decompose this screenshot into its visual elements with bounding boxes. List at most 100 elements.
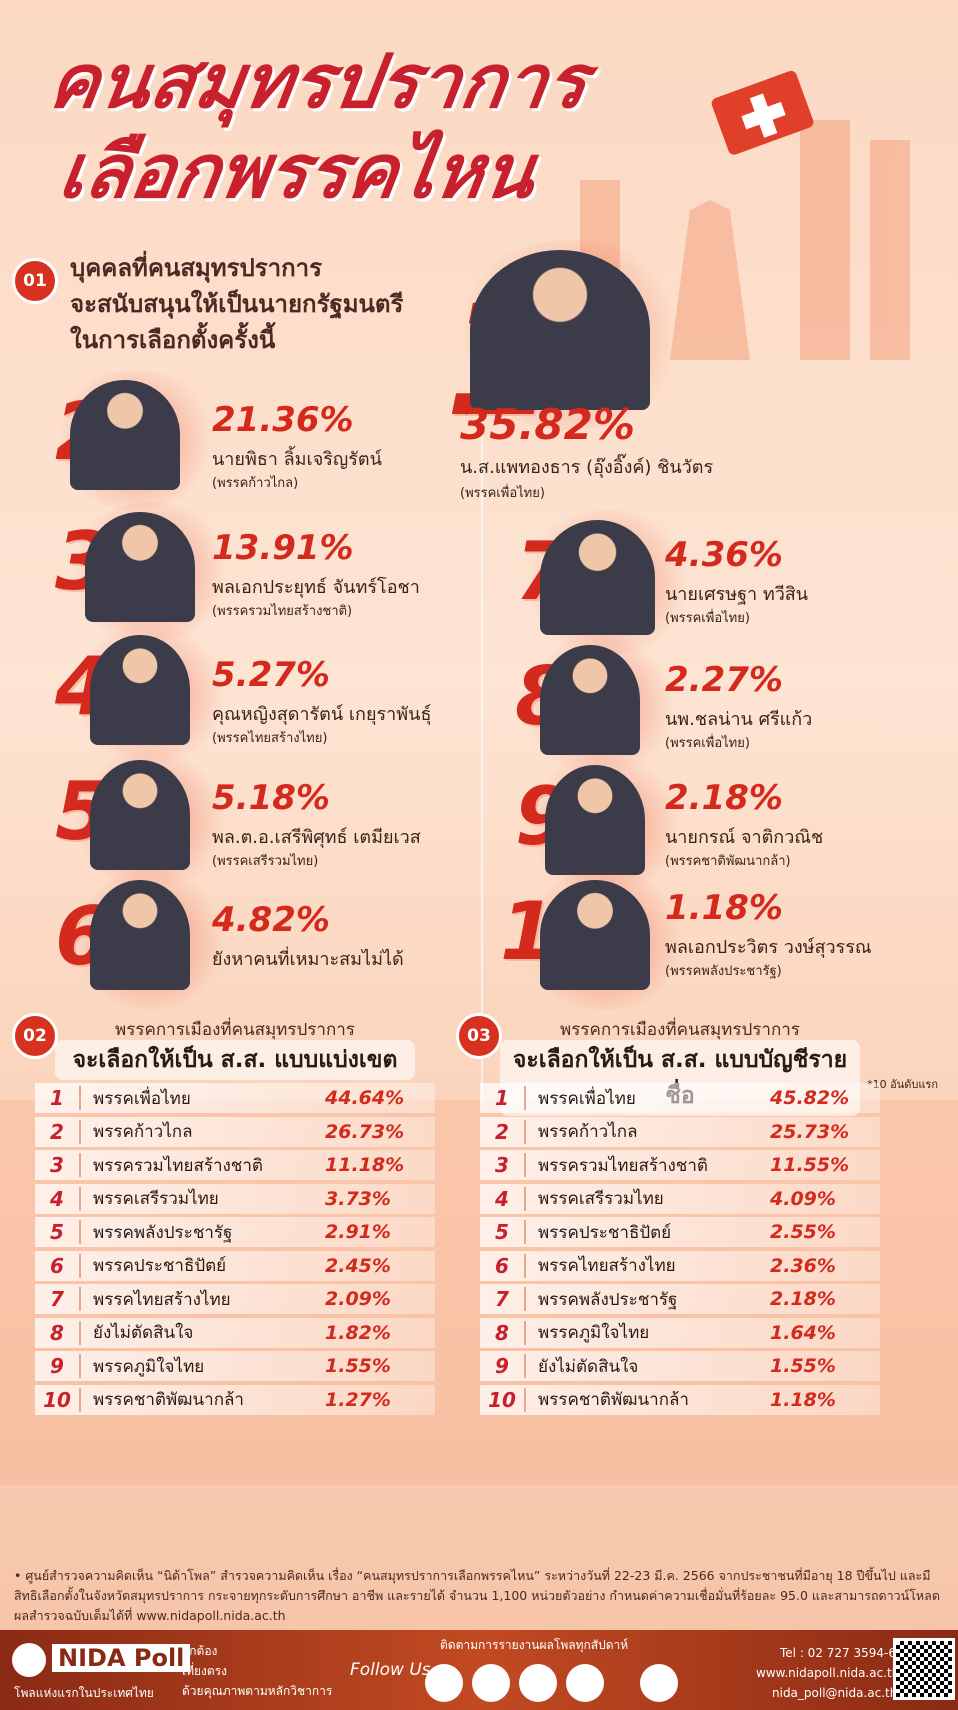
party: (พรรคไทยสร้างไทย): [212, 731, 328, 746]
percent: 26.73%: [325, 1120, 405, 1143]
party: ยังไม่ตัดสินใจ: [93, 1323, 194, 1343]
percent: 1.55%: [325, 1355, 391, 1377]
percent: 5.18%: [212, 778, 330, 818]
brand: NIDA Poll: [52, 1644, 191, 1672]
party: พรรคชาติพัฒนากล้า: [538, 1390, 689, 1410]
social-icon[interactable]: [425, 1664, 463, 1702]
table-row: 8 ยังไม่ตัดสินใจ 1.82%: [35, 1317, 435, 1348]
candidate-name: น.ส.แพทองธาร (อุ๊งอิ๊งค์) ชินวัตร: [460, 457, 714, 478]
party: ยังไม่ตัดสินใจ: [538, 1356, 639, 1377]
social-icon[interactable]: [566, 1664, 604, 1702]
rank: 5: [480, 1220, 526, 1244]
party: พรรคพลังประชารัฐ: [93, 1222, 233, 1243]
party: พรรคเสรีรวมไทย: [93, 1189, 219, 1209]
candidate-name: นายเศรษฐา ทวีสิน: [665, 584, 809, 605]
percent: 1.64%: [770, 1321, 836, 1344]
table-row: 10 พรรคชาติพัฒนากล้า 1.27%: [35, 1384, 435, 1415]
percent: 2.45%: [325, 1254, 391, 1277]
candidate-name: พล.ต.อ.เสรีพิศุทธ์ เตมียเวส: [212, 827, 421, 848]
section-subheading: พรรคการเมืองที่คนสมุทรปราการ: [560, 1020, 800, 1040]
tel: Tel : 02 727 3594-6: [780, 1646, 896, 1660]
percent: 11.55%: [770, 1154, 850, 1176]
party: (พรรคก้าวไกล): [212, 476, 299, 491]
rank: 4: [480, 1186, 526, 1211]
percent: 1.18%: [770, 1388, 836, 1411]
heading-line: จะสนับสนุนให้เป็นนายกรัฐมนตรี: [70, 290, 404, 318]
social-icon[interactable]: [519, 1664, 557, 1702]
candidate-name: นายกรณ์ จาติกวณิช: [665, 827, 824, 848]
section-subheading: พรรคการเมืองที่คนสมุทรปราการ: [115, 1020, 355, 1040]
rank: 4: [35, 1186, 81, 1211]
percent: 25.73%: [770, 1120, 850, 1143]
rank: 8: [480, 1320, 526, 1345]
social-icon[interactable]: [472, 1664, 510, 1702]
rank: 10: [480, 1387, 526, 1412]
party: พรรครวมไทยสร้างชาติ: [538, 1155, 708, 1176]
party: พรรคประชาธิปัตย์: [538, 1222, 672, 1243]
candidate-name: พลเอกประยุทธ์ จันทร์โอชา: [212, 577, 420, 598]
rank: 6: [480, 1253, 526, 1278]
party: (พรรครวมไทยสร้างชาติ): [212, 604, 353, 619]
table-row: 7 พรรคพลังประชารัฐ 2.18%: [480, 1284, 880, 1314]
party: (พรรคพลังประชารัฐ): [665, 964, 782, 979]
party: พรรคประชาธิปัตย์: [93, 1256, 227, 1276]
party: (พรรคเพื่อไทย): [665, 611, 750, 626]
percent: 3.73%: [325, 1187, 391, 1210]
table-row: 10 พรรคชาติพัฒนากล้า 1.18%: [480, 1384, 880, 1415]
table-row: 4 พรรคเสรีรวมไทย 3.73%: [35, 1183, 435, 1214]
percent: 4.36%: [665, 535, 783, 575]
title-line: เลือกพรรคไหน: [53, 129, 541, 215]
party: พรรครวมไทยสร้างชาติ: [93, 1155, 263, 1176]
rank: 2: [35, 1119, 81, 1144]
rank: 7: [480, 1287, 526, 1311]
note: *10 อันดับแรก: [867, 1078, 938, 1091]
candidate-photo: [90, 760, 190, 870]
percent: 5.27%: [212, 655, 330, 695]
social-icon[interactable]: [640, 1664, 678, 1702]
table-row: 5 พรรคประชาธิปัตย์ 2.55%: [480, 1217, 880, 1247]
divider: [481, 360, 483, 1100]
qr-code: [893, 1638, 955, 1700]
party: พรรคไทยสร้างไทย: [93, 1289, 231, 1310]
rank: 6: [35, 1253, 81, 1278]
candidate-photo: [90, 880, 190, 990]
percent: 11.18%: [325, 1154, 405, 1176]
logo: [12, 1643, 46, 1677]
table-row: 5 พรรคพลังประชารัฐ 2.91%: [35, 1217, 435, 1247]
percent: 2.18%: [770, 1288, 836, 1310]
candidate-photo: [545, 765, 645, 875]
percent: 2.18%: [665, 778, 783, 818]
candidate-photo: [540, 520, 655, 635]
section-heading: บุคคลที่คนสมุทรปราการ จะสนับสนุนให้เป็นน…: [70, 250, 403, 358]
percent: 2.27%: [665, 660, 783, 700]
rank: 3: [35, 1153, 81, 1177]
candidate-name: นายพิธา ลิ้มเจริญรัตน์: [212, 449, 382, 470]
section-heading: จะเลือกให้เป็น ส.ส. แบบแบ่งเขต: [55, 1040, 415, 1080]
rank: 1: [35, 1086, 81, 1110]
table-row: 7 พรรคไทยสร้างไทย 2.09%: [35, 1284, 435, 1314]
percent: 4.09%: [770, 1187, 836, 1210]
rank: 7: [35, 1287, 81, 1311]
follow: Follow Us: [350, 1660, 431, 1680]
percent: 45.82%: [770, 1087, 850, 1109]
party: (พรรคชาติพัฒนากล้า): [665, 854, 791, 869]
party: พรรคภูมิใจไทย: [538, 1323, 650, 1343]
email: nida_poll@nida.ac.th: [772, 1686, 898, 1700]
rank: 3: [480, 1153, 526, 1177]
rank: 9: [480, 1354, 526, 1378]
percent: 1.55%: [770, 1355, 836, 1377]
table-row: 4 พรรคเสรีรวมไทย 4.09%: [480, 1183, 880, 1214]
percent: 1.18%: [665, 888, 783, 928]
percent: 2.36%: [770, 1254, 836, 1277]
table-row: 3 พรรครวมไทยสร้างชาติ 11.18%: [35, 1150, 435, 1180]
percent: 4.82%: [212, 900, 330, 940]
party: พรรคไทยสร้างไทย: [538, 1256, 676, 1276]
candidate-photo: [90, 635, 190, 745]
rank: 9: [35, 1354, 81, 1378]
party: (พรรคเพื่อไทย): [460, 486, 545, 501]
table-row: 2 พรรคก้าวไกล 26.73%: [35, 1116, 435, 1147]
rank: 5: [35, 1220, 81, 1244]
rank: 2: [480, 1119, 526, 1144]
percent: 1.82%: [325, 1321, 391, 1344]
percent: 2.09%: [325, 1288, 391, 1310]
